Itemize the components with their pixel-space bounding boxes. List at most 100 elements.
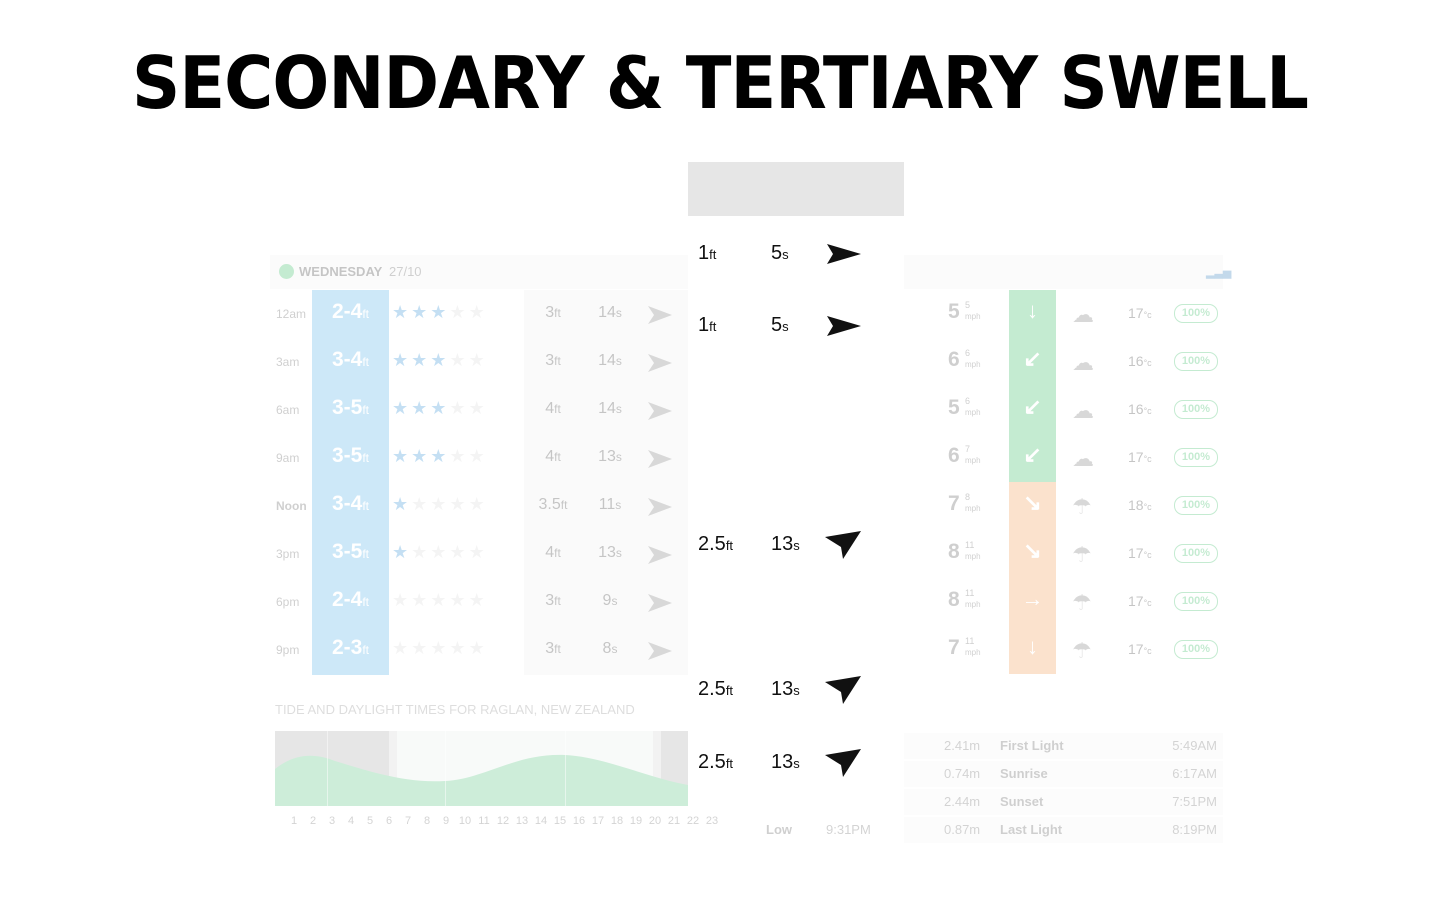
tide-row: 0.87m Last Light 8:19PM [904,817,1223,843]
wave-height: 2-3ft [312,636,389,660]
wind-unit: mph [965,456,981,465]
swell-direction-icon [825,531,861,559]
tide-axis-tick: 1 [290,815,298,827]
tide-chart [275,731,688,806]
highlight-swell-height-unit: ft [709,319,717,334]
star-icon: ★ [411,446,431,466]
wind-unit: mph [965,504,981,513]
swell-period-value: 14 [598,304,616,321]
collapse-icon[interactable] [279,264,294,279]
tide-axis-tick: 17 [591,815,605,827]
swell-period-unit: s [611,642,618,656]
swell-period-value: 14 [598,400,616,417]
rating-stars: ★★★★★ [392,302,488,323]
swell-period-value: 13 [598,448,616,465]
page-title: SECONDARY & TERTIARY SWELL [132,41,1309,125]
day-header[interactable] [270,255,688,289]
forecast-row[interactable]: 3pm 3-5ft ★★★★★ 4ft 13s 8 11 mph ↘ ☂ 17°c 100% [0,530,1440,578]
swell-height: 4ft [528,544,578,562]
highlight-swell-period-unit: s [793,538,800,553]
wave-height-value: 3-5 [331,396,363,419]
wind-speed-value: 6 [948,444,960,467]
highlight-swell-height: 1ft [698,314,716,337]
tide-title: TIDE AND DAYLIGHT TIMES FOR RAGLAN, NEW … [275,702,635,717]
wind-speed: 7 8 mph [948,492,981,516]
highlight-swell-period: 13s [771,533,800,556]
highlight-swell-row: 2.5ft 13s [688,670,904,710]
wave-height: 3-4ft [312,492,389,516]
wind-direction-cell: ↓ [1009,626,1056,674]
swell-height-value: 3.5 [538,496,561,513]
swell-height-value: 3 [545,304,555,321]
temperature-unit: °c [1143,454,1152,464]
highlight-swell-height-unit: ft [725,683,734,698]
tide-axis-tick: 15 [553,815,567,827]
wind-direction-cell: ↙ [1009,434,1056,482]
star-empty-icon: ★ [449,350,469,370]
wind-speed-value: 7 [948,636,960,659]
star-empty-icon: ★ [430,590,450,610]
wave-height: 3-5ft [312,396,389,420]
probability-badge: 100% [1174,448,1218,467]
swell-period-value: 11 [598,496,616,513]
wind-gust: 11 [965,636,975,646]
wind-gust: 6 [965,348,971,358]
day-name: WEDNESDAY [299,264,383,279]
wind-unit: mph [965,408,981,417]
row-time: 3am [276,355,300,369]
swell-period-unit: s [615,450,622,464]
wind-speed-value: 5 [948,300,960,323]
temperature: 16°c [1128,401,1152,417]
wave-height-unit: ft [362,355,370,369]
tide-axis-tick: 23 [705,815,719,827]
wave-height-unit: ft [362,403,370,417]
weather-icon: ☂ [1072,590,1092,615]
probability-badge: 100% [1174,592,1218,611]
star-empty-icon: ★ [468,350,488,370]
temperature: 17°c [1128,593,1152,609]
star-empty-icon: ★ [468,638,488,658]
tide-axis-tick: 2 [309,815,317,827]
tide-axis-tick: 19 [629,815,643,827]
star-icon: ★ [430,302,450,322]
tide-height: 2.41m [944,738,981,753]
weather-icon: ☂ [1072,494,1092,519]
forecast-row[interactable]: Noon 3-4ft ★★★★★ 3.5ft 11s 7 8 mph ↘ ☂ 18°c 100% [0,482,1440,530]
highlight-swell-height-value: 1 [698,242,710,264]
tide-height: 0.87m [944,822,981,837]
tide-axis-tick: 14 [534,815,548,827]
wave-height: 2-4ft [312,300,389,324]
forecast-row[interactable]: 6pm 2-4ft ★★★★★ 3ft 9s 8 11 mph → ☂ 17°c 100% [0,578,1440,626]
swell-direction-icon [648,450,672,468]
tide-axis-tick: 21 [667,815,681,827]
wind-gust: 7 [965,444,971,454]
wave-height-unit: ft [362,499,370,513]
forecast-row[interactable]: 9am 3-5ft ★★★★★ 4ft 13s 6 7 mph ↙ ☁ 17°c 100% [0,434,1440,482]
wind-direction-cell: ↓ [1009,290,1056,338]
tide-axis-tick: 5 [366,815,374,827]
swell-height-value: 3 [545,592,555,609]
temperature-value: 16 [1128,353,1144,369]
forecast-row[interactable]: 12am 2-4ft ★★★★★ 3ft 14s 5 5 mph ↓ ☁ 17°c 100% [0,290,1440,338]
swell-period-value: 8 [602,640,612,657]
swell-height-unit: ft [554,594,561,608]
forecast-row[interactable]: 6am 3-5ft ★★★★★ 4ft 14s 5 6 mph ↙ ☁ 16°c 100% [0,386,1440,434]
probability-badge: 100% [1174,640,1218,659]
temperature: 17°c [1128,305,1152,321]
forecast-row[interactable]: 3am 3-4ft ★★★★★ 3ft 14s 6 6 mph ↙ ☁ 16°c 100% [0,338,1440,386]
wind-speed-value: 8 [948,540,960,563]
star-empty-icon: ★ [468,446,488,466]
star-empty-icon: ★ [411,542,431,562]
temperature-value: 17 [1128,449,1144,465]
forecast-row[interactable]: 9pm 2-3ft ★★★★★ 3ft 8s 7 11 mph ↓ ☂ 17°c 100% [0,626,1440,674]
wave-height: 2-4ft [312,588,389,612]
swell-height-value: 4 [545,448,555,465]
star-empty-icon: ★ [449,542,469,562]
wind-arrow-icon: ↙ [1023,346,1042,371]
tide-axis-tick: 20 [648,815,662,827]
weather-icon: ☁ [1072,446,1094,471]
probability-badge: 100% [1174,400,1218,419]
row-time: 6pm [276,595,300,609]
wind-arrow-icon: ↓ [1027,298,1038,323]
tide-axis-tick: 6 [385,815,393,827]
